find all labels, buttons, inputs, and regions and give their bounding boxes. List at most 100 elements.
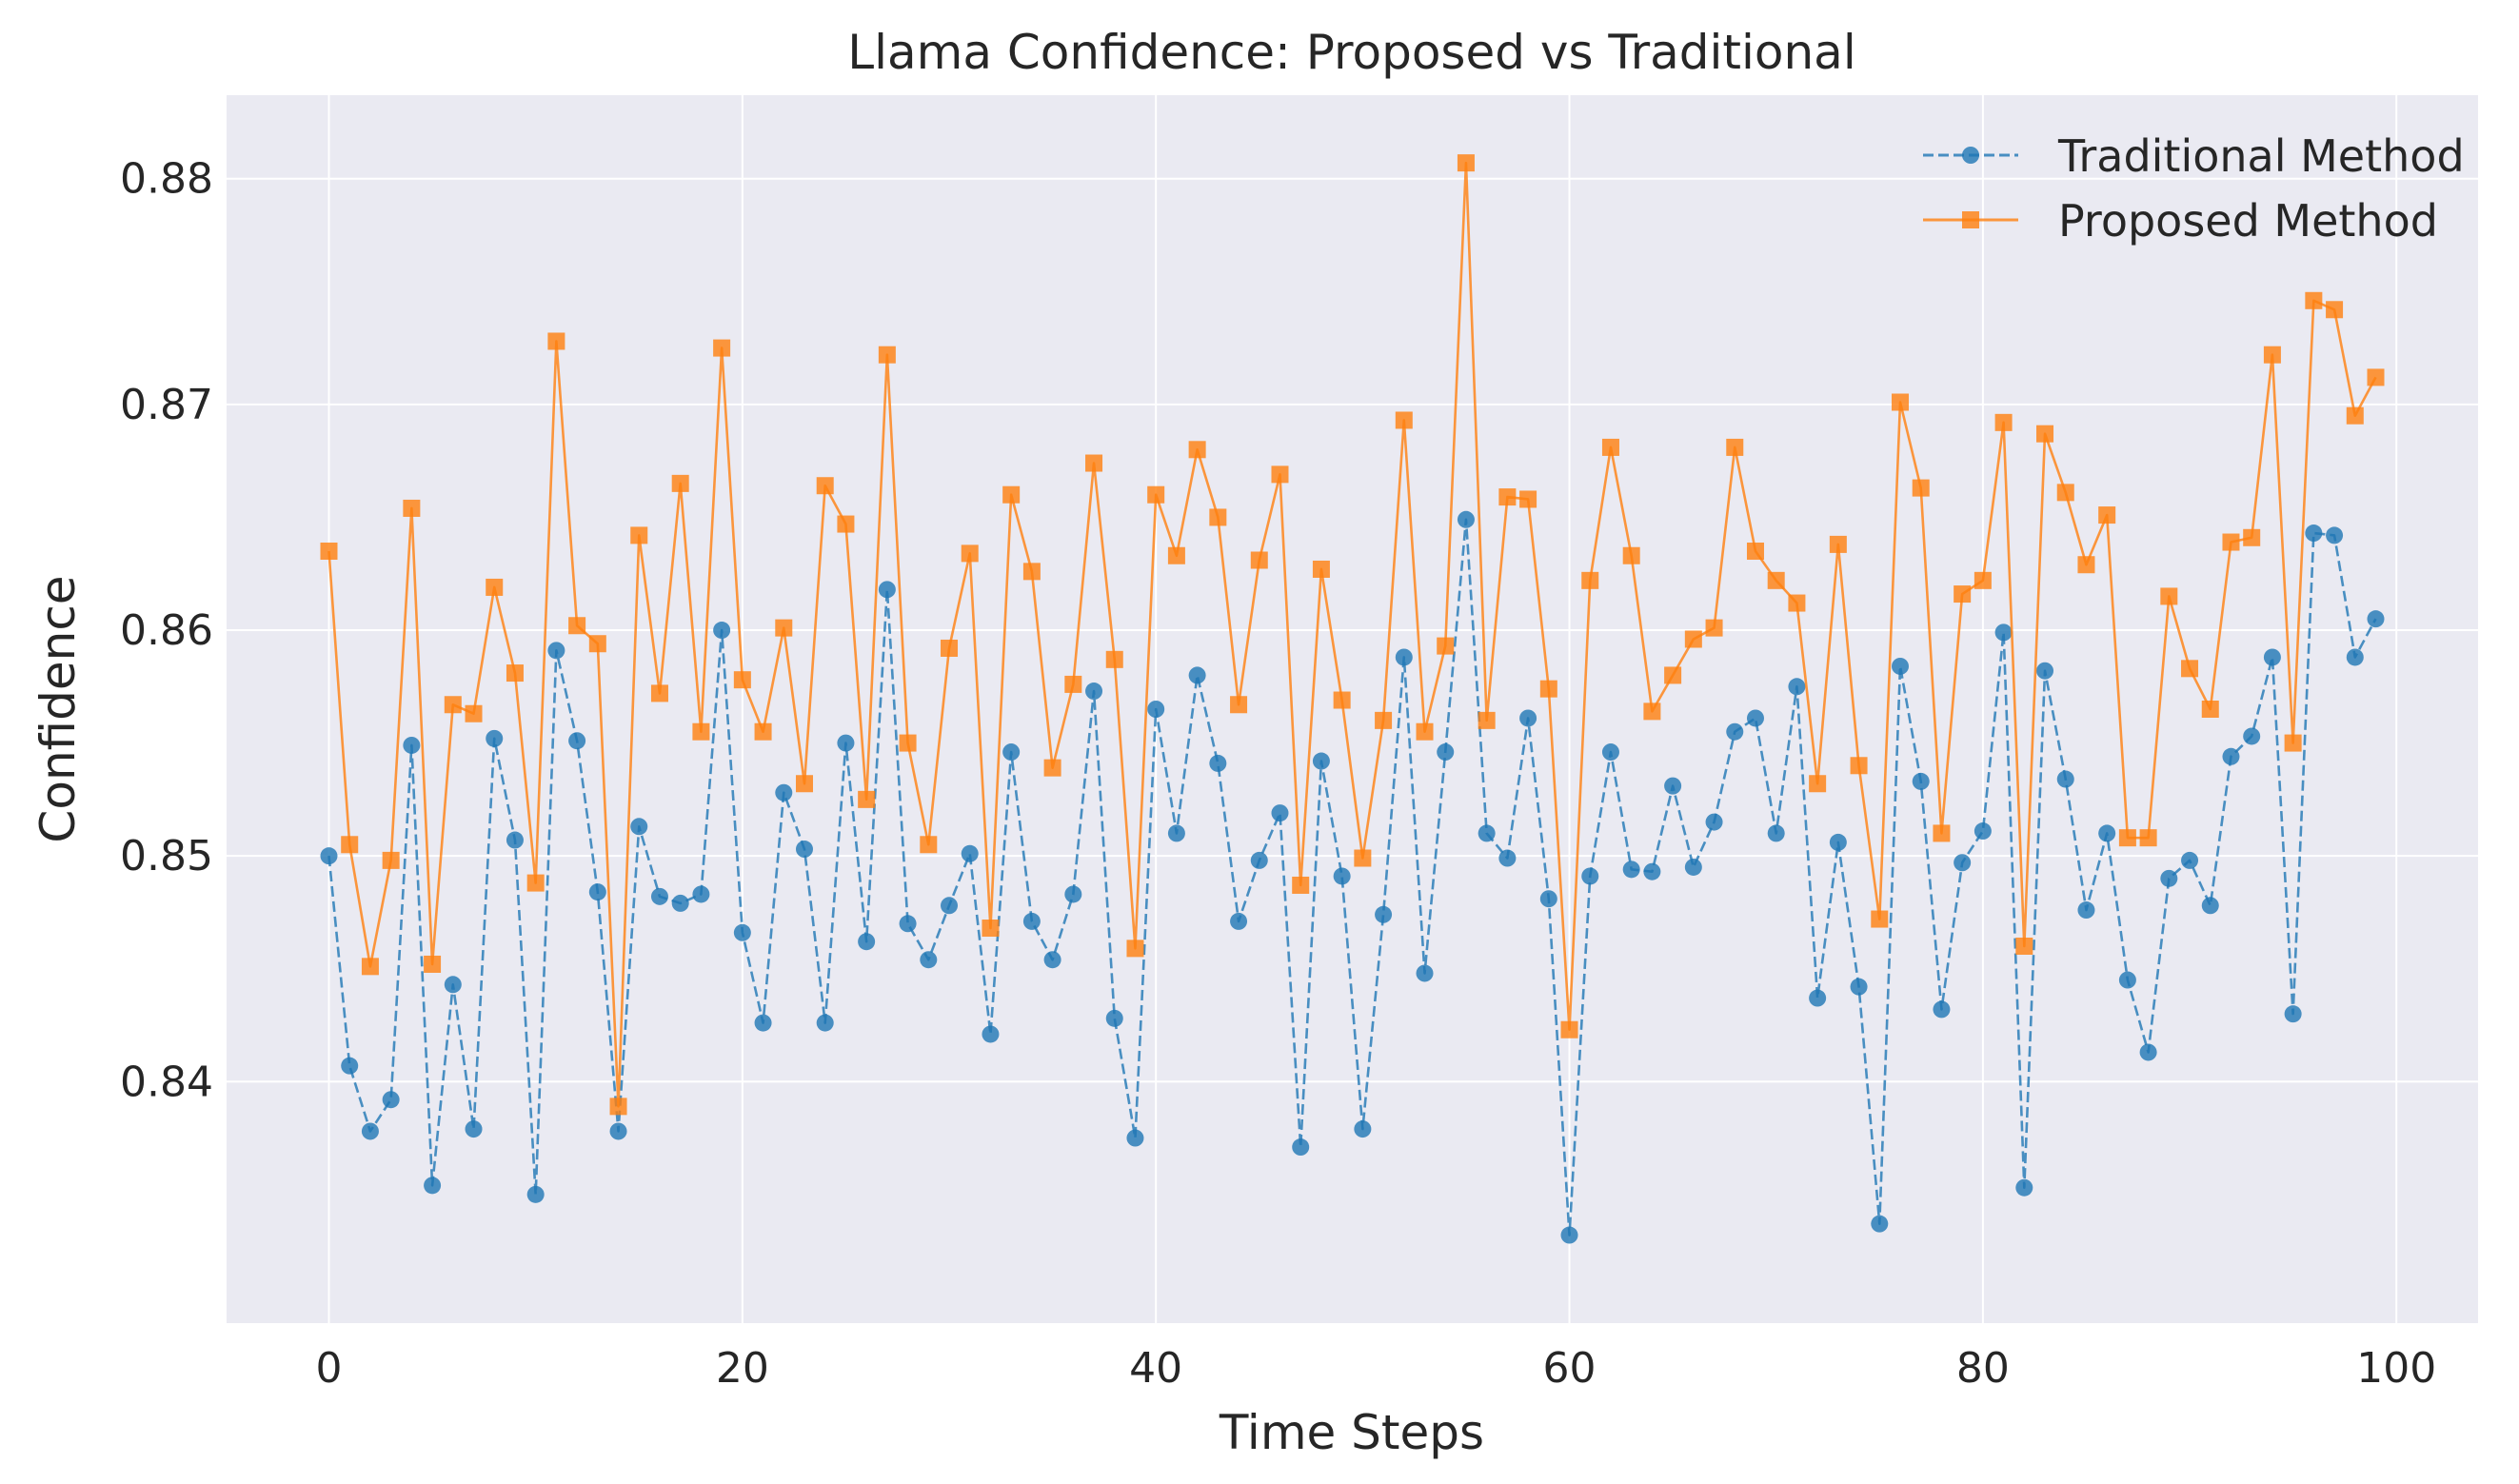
data-point-traditional bbox=[486, 729, 504, 747]
data-point-traditional bbox=[1022, 912, 1041, 930]
data-point-proposed bbox=[382, 851, 400, 869]
data-point-proposed bbox=[837, 515, 855, 533]
data-point-proposed bbox=[1498, 488, 1517, 506]
data-point-proposed bbox=[713, 339, 731, 357]
data-point-traditional bbox=[506, 831, 524, 849]
data-point-proposed bbox=[2181, 660, 2199, 678]
data-point-traditional bbox=[961, 844, 979, 862]
x-tick-label: 80 bbox=[1956, 1344, 2010, 1393]
data-point-proposed bbox=[1539, 680, 1557, 698]
data-point-traditional bbox=[795, 841, 813, 859]
data-point-proposed bbox=[506, 664, 524, 683]
data-point-traditional bbox=[2326, 526, 2344, 544]
data-point-traditional bbox=[1478, 824, 1496, 842]
data-point-proposed bbox=[2284, 734, 2302, 752]
data-point-proposed bbox=[1954, 585, 1972, 603]
data-point-proposed bbox=[1581, 571, 1599, 589]
series-line-proposed bbox=[327, 161, 2377, 1108]
data-point-proposed bbox=[1147, 485, 1165, 504]
data-point-traditional bbox=[1871, 1215, 1889, 1233]
data-point-traditional bbox=[1188, 666, 1206, 684]
data-point-proposed bbox=[1354, 849, 1372, 867]
data-point-traditional bbox=[2305, 524, 2323, 543]
data-point-proposed bbox=[1312, 560, 1330, 578]
data-point-traditional bbox=[650, 887, 668, 905]
data-point-proposed bbox=[1250, 551, 1268, 569]
data-point-traditional bbox=[1147, 701, 1165, 718]
data-point-traditional bbox=[1064, 885, 1082, 903]
data-point-proposed bbox=[1767, 571, 1785, 589]
data-point-proposed bbox=[1643, 702, 1661, 721]
data-point-traditional bbox=[1539, 890, 1557, 908]
data-point-proposed bbox=[650, 684, 668, 702]
data-point-traditional bbox=[1622, 861, 1640, 879]
data-point-proposed bbox=[2056, 484, 2074, 502]
data-point-traditional bbox=[2243, 727, 2261, 745]
data-point-traditional bbox=[1933, 1000, 1951, 1019]
data-point-proposed bbox=[1416, 722, 1434, 741]
data-point-proposed bbox=[341, 836, 359, 854]
data-point-traditional bbox=[465, 1120, 483, 1138]
data-point-proposed bbox=[2346, 406, 2364, 425]
data-point-proposed bbox=[733, 671, 751, 689]
data-point-traditional bbox=[816, 1014, 834, 1032]
legend-label-proposed: Proposed Method bbox=[2058, 195, 2438, 247]
data-point-traditional bbox=[1643, 862, 1661, 881]
data-point-traditional bbox=[858, 933, 876, 951]
series-layer bbox=[320, 154, 2385, 1244]
data-point-traditional bbox=[320, 847, 338, 865]
data-point-proposed bbox=[1809, 775, 1827, 793]
data-point-traditional bbox=[1043, 951, 1061, 969]
data-point-proposed bbox=[1105, 650, 1123, 668]
data-point-traditional bbox=[1560, 1226, 1578, 1244]
data-point-proposed bbox=[630, 526, 648, 544]
data-point-proposed bbox=[403, 499, 421, 517]
data-point-traditional bbox=[526, 1185, 545, 1203]
series-line-traditional bbox=[327, 518, 2377, 1237]
data-point-proposed bbox=[878, 346, 896, 364]
y-tick-label: 0.84 bbox=[120, 1058, 213, 1106]
data-point-traditional bbox=[1809, 989, 1827, 1007]
data-point-traditional bbox=[2181, 851, 2199, 869]
data-point-traditional bbox=[1726, 722, 1744, 741]
data-point-traditional bbox=[2056, 770, 2074, 788]
data-point-traditional bbox=[2139, 1043, 2157, 1061]
data-point-traditional bbox=[568, 732, 586, 750]
data-point-traditional bbox=[941, 897, 959, 915]
data-point-traditional bbox=[1416, 964, 1434, 982]
data-point-traditional bbox=[2015, 1178, 2033, 1197]
data-point-traditional bbox=[1664, 777, 1682, 795]
data-point-proposed bbox=[1829, 535, 1847, 553]
data-point-proposed bbox=[1457, 154, 1475, 172]
data-point-traditional bbox=[630, 818, 648, 836]
data-point-traditional bbox=[1850, 978, 1868, 996]
data-point-traditional bbox=[424, 1177, 442, 1195]
legend-entry-traditional: Traditional Method bbox=[1923, 130, 2465, 182]
data-point-proposed bbox=[692, 722, 710, 741]
data-point-proposed bbox=[2077, 556, 2095, 574]
y-tick-label: 0.87 bbox=[120, 381, 213, 429]
data-point-traditional bbox=[1105, 1009, 1123, 1027]
plot-area bbox=[227, 95, 2478, 1323]
legend-entry-proposed: Proposed Method bbox=[1923, 195, 2438, 247]
data-point-proposed bbox=[1064, 675, 1082, 693]
data-point-proposed bbox=[899, 734, 917, 752]
data-point-proposed bbox=[1705, 619, 1723, 637]
data-point-proposed bbox=[858, 790, 876, 808]
data-point-proposed bbox=[2036, 425, 2054, 443]
data-point-proposed bbox=[1002, 485, 1021, 504]
data-point-traditional bbox=[1581, 867, 1599, 885]
data-point-traditional bbox=[775, 783, 793, 801]
data-point-traditional bbox=[2222, 747, 2240, 765]
data-point-traditional bbox=[1974, 822, 1992, 841]
x-axis-label: Time Steps bbox=[1219, 1405, 1484, 1460]
data-point-traditional bbox=[899, 915, 917, 933]
data-point-proposed bbox=[2160, 587, 2178, 605]
x-tick-label: 100 bbox=[2356, 1344, 2436, 1393]
data-point-traditional bbox=[1126, 1129, 1144, 1147]
data-point-traditional bbox=[341, 1057, 359, 1075]
data-point-proposed bbox=[2201, 701, 2219, 718]
data-point-traditional bbox=[733, 923, 751, 941]
data-point-proposed bbox=[2305, 291, 2323, 309]
data-point-traditional bbox=[1230, 912, 1248, 930]
